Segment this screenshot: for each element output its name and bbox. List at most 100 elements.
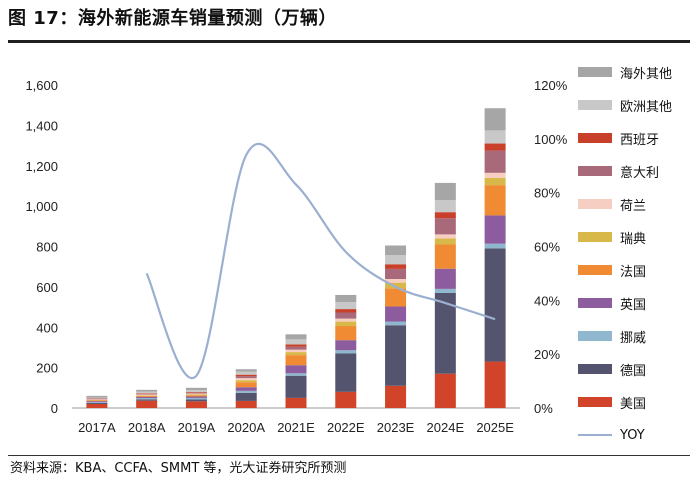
bar-segment [235, 378, 257, 381]
chart-axes: 0 200 400 600 800 1,000 1,200 1,400 1,600 0% 20% 40… [25, 78, 567, 435]
legend-label: YOY [620, 427, 645, 443]
y-tick-label: 1,400 [25, 118, 58, 133]
legend-item: 荷兰 [578, 194, 646, 214]
source-note: 资料来源：KBA、CCFA、SMMT 等，光大证券研究所预测 [10, 461, 347, 476]
bar-segment [185, 393, 207, 395]
bar-segment [385, 245, 407, 256]
x-tick-label: 2018A [128, 420, 166, 435]
bar-segment [335, 309, 357, 313]
bar-segment [185, 401, 207, 408]
chart-yoy-line [145, 142, 496, 380]
bar-segment [484, 215, 506, 244]
y-tick-label: 1,000 [25, 199, 58, 214]
bar-segment [434, 218, 456, 235]
bar-segment [235, 387, 257, 391]
legend-item: 欧洲其他 [578, 95, 672, 115]
bar-segment [335, 326, 357, 341]
bar-segment [185, 392, 207, 394]
bar-segment [285, 344, 307, 347]
legend-swatch [578, 364, 612, 374]
bar-segment [235, 374, 257, 377]
bar-segment [434, 212, 456, 219]
y-tick-label: 0 [51, 401, 58, 416]
bar-segment [185, 392, 207, 393]
x-tick-label: 2022E [327, 420, 365, 435]
bar-segment [434, 268, 456, 289]
bar-segment [285, 365, 307, 374]
bar-segment [385, 268, 407, 280]
bar-segment [335, 391, 357, 408]
bar-segment [86, 400, 108, 402]
x-tick-label: 2023E [377, 420, 415, 435]
bar-segment [385, 264, 407, 269]
bar-segment [335, 302, 357, 310]
bar-segment [285, 339, 307, 345]
bar-segment [235, 400, 257, 408]
y-tick-label: 600 [36, 280, 58, 295]
chart-bars [86, 108, 506, 408]
bar-segment [185, 395, 207, 397]
bar-segment [285, 352, 307, 356]
legend-label: 法国 [620, 264, 647, 280]
bar-segment [434, 244, 456, 269]
legend-label: 英国 [620, 297, 647, 313]
bar-segment [136, 393, 158, 394]
yoy-line-path [145, 142, 496, 380]
legend-item: 挪威 [578, 326, 646, 346]
bar-segment [235, 382, 257, 388]
y2-tick-label: 0% [534, 401, 553, 416]
bar-segment [136, 395, 158, 396]
bar-segment [285, 373, 307, 376]
legend-item: 德国 [578, 359, 646, 379]
y2-tick-label: 60% [534, 240, 560, 255]
y2-tick-label: 100% [534, 132, 568, 147]
legend-swatch [578, 199, 612, 209]
legend-line-swatch [578, 434, 612, 436]
bar-segment [385, 255, 407, 265]
bar-segment [185, 390, 207, 393]
bar-segment [136, 395, 158, 397]
bar-segment [136, 394, 158, 396]
bar-segment [285, 355, 307, 366]
legend-item: 西班牙 [578, 128, 659, 148]
bar-segment [434, 292, 456, 374]
bar-segment [484, 172, 506, 178]
bar-segment [185, 399, 207, 402]
bar-segment [86, 402, 108, 403]
legend-item: 英国 [578, 293, 646, 313]
bar-segment [434, 288, 456, 293]
legend-label: 意大利 [620, 165, 660, 181]
legend-item: 海外其他 [578, 62, 672, 82]
legend-swatch [578, 265, 612, 275]
bar-segment [136, 400, 158, 408]
legend-swatch [578, 298, 612, 308]
bar-segment [136, 396, 158, 399]
bar-segment [484, 361, 506, 408]
legend-label: 德国 [620, 363, 647, 379]
title-divider [8, 40, 690, 43]
bar-segment [136, 391, 158, 394]
bar-segment [235, 390, 257, 393]
bar-segment [235, 376, 257, 379]
legend-label: 挪威 [620, 330, 647, 346]
y-tick-label: 400 [36, 320, 58, 335]
bar-segment [335, 350, 357, 354]
bar-segment [136, 389, 158, 392]
bar-segment [185, 397, 207, 400]
legend-swatch [578, 166, 612, 176]
bar-segment [484, 130, 506, 144]
bar-segment [285, 349, 307, 353]
bar-segment [136, 399, 158, 401]
bar-segment [285, 397, 307, 408]
bar-segment [136, 393, 158, 395]
x-tick-label: 2017A [78, 420, 116, 435]
bar-segment [86, 401, 108, 403]
legend-item-yoy: YOY [578, 425, 645, 445]
bar-segment [385, 282, 407, 289]
y-tick-label: 800 [36, 240, 58, 255]
x-tick-label: 2021E [277, 420, 315, 435]
bar-segment [484, 143, 506, 151]
legend-swatch [578, 331, 612, 341]
legend-label: 西班牙 [620, 132, 660, 148]
